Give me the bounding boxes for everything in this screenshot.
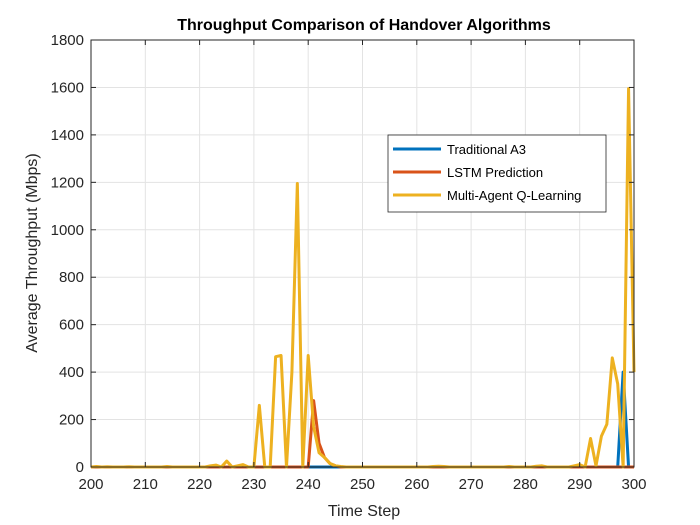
x-tick-label: 240 [296, 476, 321, 493]
legend-label-2: LSTM Prediction [447, 165, 543, 180]
y-tick-label: 0 [76, 459, 84, 476]
x-tick-label: 230 [241, 476, 266, 493]
x-tick-label: 270 [459, 476, 484, 493]
y-tick-label: 1800 [51, 32, 84, 49]
legend-label-1: Traditional A3 [447, 142, 526, 157]
x-tick-label: 300 [621, 476, 646, 493]
x-tick-label: 280 [513, 476, 538, 493]
x-tick-label: 210 [133, 476, 158, 493]
y-tick-label: 1600 [51, 79, 84, 96]
y-tick-label: 200 [59, 412, 84, 429]
legend: Traditional A3 LSTM Prediction Multi-Agent… [387, 134, 607, 213]
y-tick-label: 1200 [51, 174, 84, 191]
y-tick-label: 600 [59, 317, 84, 334]
y-tick-label: 400 [59, 364, 84, 381]
x-tick-label: 290 [567, 476, 592, 493]
x-axis-title: Time Step [328, 503, 400, 520]
y-tick-label: 1000 [51, 222, 84, 239]
x-tick-label: 250 [350, 476, 375, 493]
chart-title: Throughput Comparison of Handover Algori… [177, 17, 551, 34]
x-tick-label: 220 [187, 476, 212, 493]
y-tick-label: 1400 [51, 127, 84, 144]
x-tick-label: 200 [78, 476, 103, 493]
x-tick-label: 260 [404, 476, 429, 493]
legend-label-3: Multi-Agent Q-Learning [447, 188, 581, 203]
y-axis-title: Average Throughput (Mbps) [24, 153, 41, 353]
y-tick-label: 800 [59, 269, 84, 286]
axis-ticks: 200 210 220 230 240 250 260 270 280 290 3000200400… [51, 32, 647, 493]
